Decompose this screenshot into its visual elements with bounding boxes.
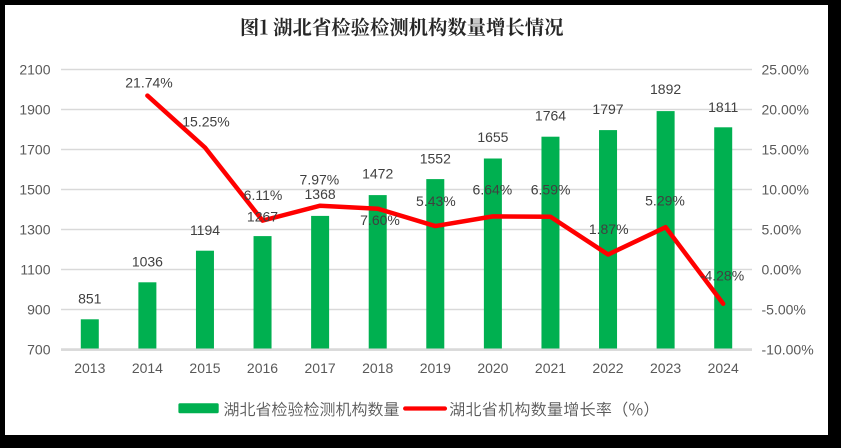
svg-text:2018: 2018 [362,360,393,376]
svg-text:851: 851 [78,291,102,307]
svg-text:-4.28%: -4.28% [700,267,744,283]
svg-text:2020: 2020 [477,360,508,376]
svg-text:2015: 2015 [189,360,220,376]
svg-text:2023: 2023 [650,360,681,376]
svg-text:900: 900 [27,302,51,318]
svg-text:1892: 1892 [650,81,681,97]
svg-text:1.87%: 1.87% [589,221,629,237]
svg-text:5.29%: 5.29% [645,193,685,209]
svg-text:700: 700 [27,342,51,358]
svg-text:2019: 2019 [420,360,451,376]
svg-text:1472: 1472 [362,166,393,182]
svg-text:20.00%: 20.00% [762,102,809,118]
svg-text:1100: 1100 [20,262,50,278]
svg-text:1267: 1267 [247,209,278,225]
svg-text:25.00%: 25.00% [762,62,809,78]
svg-text:21.74%: 21.74% [125,74,172,90]
svg-text:5.00%: 5.00% [762,222,802,238]
svg-text:1655: 1655 [477,129,508,145]
svg-text:10.00%: 10.00% [762,182,809,198]
svg-text:15.25%: 15.25% [182,113,229,129]
svg-text:1368: 1368 [305,186,336,202]
svg-text:2014: 2014 [132,360,163,376]
svg-text:-5.00%: -5.00% [762,302,806,318]
svg-text:1194: 1194 [190,222,220,238]
svg-text:1036: 1036 [132,254,163,270]
svg-text:6.59%: 6.59% [531,182,571,198]
svg-text:1797: 1797 [592,101,623,117]
svg-text:6.11%: 6.11% [244,187,283,203]
svg-text:2013: 2013 [74,360,105,376]
svg-text:1900: 1900 [19,102,50,118]
svg-text:15.00%: 15.00% [762,142,809,158]
svg-text:5.43%: 5.43% [416,193,456,209]
svg-text:2100: 2100 [19,62,50,78]
svg-text:0.00%: 0.00% [762,262,802,278]
svg-text:2022: 2022 [592,360,623,376]
svg-text:-10.00%: -10.00% [762,342,814,358]
svg-text:2021: 2021 [535,360,566,376]
svg-text:1300: 1300 [19,222,50,238]
svg-text:6.64%: 6.64% [473,182,513,198]
svg-text:7.60%: 7.60% [360,212,400,228]
svg-text:1500: 1500 [19,182,50,198]
svg-text:2016: 2016 [247,360,278,376]
svg-text:2024: 2024 [708,360,739,376]
svg-text:1811: 1811 [708,99,738,115]
svg-text:7.97%: 7.97% [300,171,340,187]
svg-text:1764: 1764 [535,107,566,123]
svg-text:1700: 1700 [19,142,50,158]
svg-text:2017: 2017 [305,360,336,376]
svg-text:1552: 1552 [420,151,451,167]
